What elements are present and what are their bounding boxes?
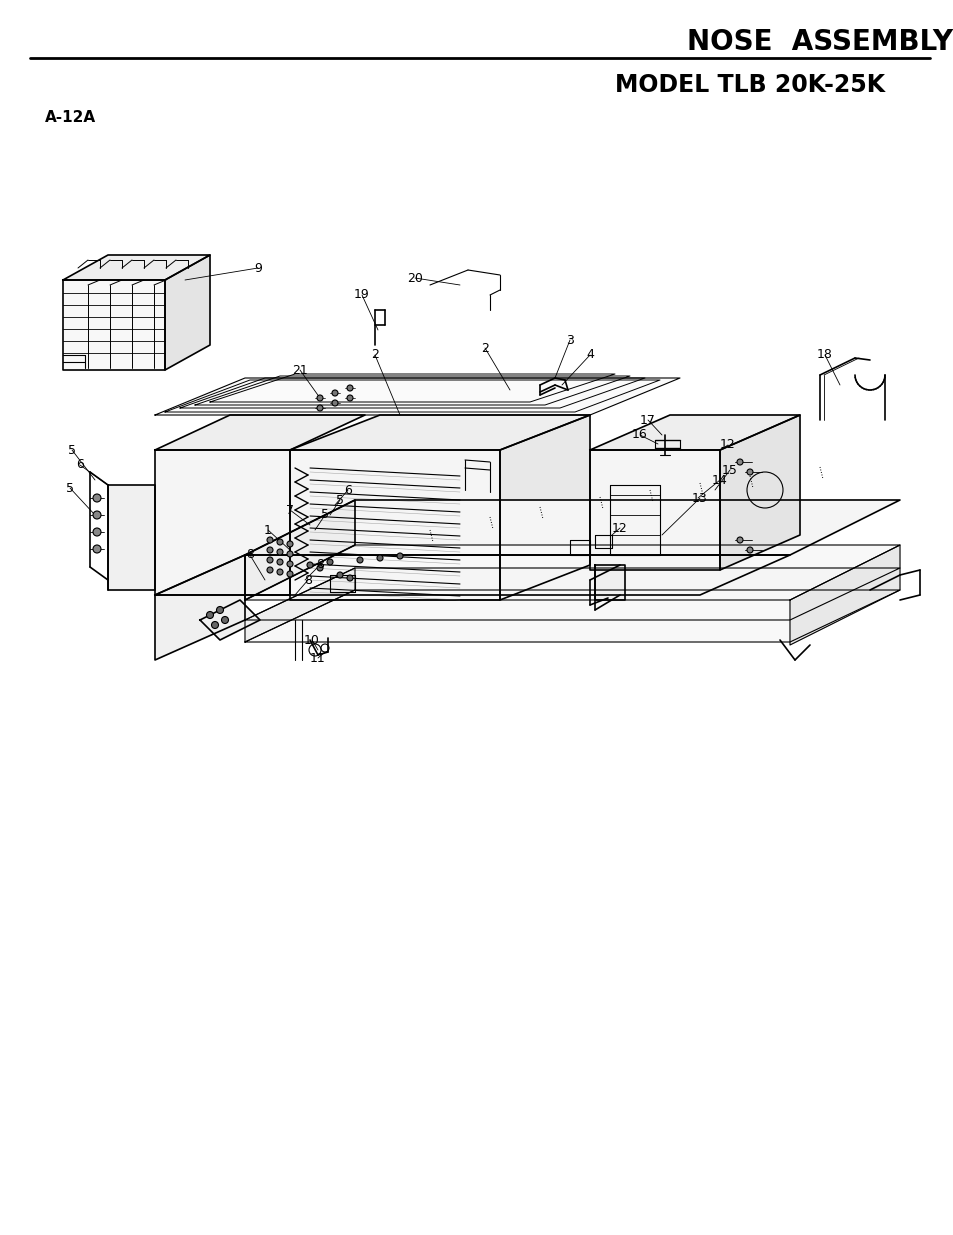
Polygon shape [245, 545, 899, 600]
Polygon shape [290, 415, 589, 450]
Circle shape [332, 400, 337, 406]
Polygon shape [108, 485, 154, 590]
Polygon shape [154, 555, 789, 595]
Polygon shape [245, 568, 355, 642]
Polygon shape [165, 254, 210, 370]
Polygon shape [245, 590, 899, 642]
Polygon shape [720, 415, 800, 571]
Text: 2: 2 [480, 342, 489, 354]
Circle shape [376, 555, 382, 561]
Text: 8: 8 [246, 548, 253, 562]
Circle shape [347, 395, 353, 401]
Circle shape [356, 557, 363, 563]
Text: 21: 21 [292, 363, 308, 377]
Text: 8: 8 [315, 558, 324, 572]
Text: 9: 9 [253, 262, 262, 274]
Text: 8: 8 [304, 573, 312, 587]
Circle shape [276, 550, 283, 555]
Text: 13: 13 [691, 492, 707, 505]
Text: 6: 6 [344, 483, 352, 496]
Circle shape [737, 459, 742, 466]
Text: 15: 15 [721, 463, 738, 477]
Text: 11: 11 [310, 652, 326, 664]
Text: 5: 5 [335, 494, 344, 506]
Circle shape [287, 541, 293, 547]
Polygon shape [245, 568, 899, 620]
Polygon shape [789, 545, 899, 645]
Polygon shape [154, 450, 290, 595]
Polygon shape [290, 450, 499, 600]
Text: 12: 12 [612, 521, 627, 535]
Polygon shape [63, 254, 210, 280]
Circle shape [307, 562, 313, 568]
Text: 18: 18 [816, 348, 832, 362]
Text: 6: 6 [76, 458, 84, 472]
Circle shape [276, 559, 283, 564]
Circle shape [316, 564, 323, 571]
Text: 16: 16 [632, 429, 647, 441]
Polygon shape [499, 415, 589, 600]
Circle shape [287, 561, 293, 567]
Polygon shape [245, 500, 355, 600]
Circle shape [347, 576, 353, 580]
Circle shape [347, 385, 353, 391]
Circle shape [92, 511, 101, 519]
Circle shape [92, 529, 101, 536]
Text: 2: 2 [371, 348, 378, 362]
Polygon shape [589, 415, 800, 450]
Polygon shape [595, 564, 624, 600]
Text: 20: 20 [407, 272, 422, 284]
Polygon shape [154, 378, 679, 415]
Circle shape [276, 569, 283, 576]
Circle shape [316, 395, 323, 401]
Polygon shape [589, 450, 720, 571]
Circle shape [216, 606, 223, 614]
Polygon shape [154, 415, 365, 450]
Text: 12: 12 [720, 438, 735, 452]
Circle shape [287, 571, 293, 577]
Text: MODEL TLB 20K-25K: MODEL TLB 20K-25K [615, 73, 884, 98]
Text: 10: 10 [304, 634, 319, 646]
Text: 19: 19 [354, 289, 370, 301]
Text: NOSE  ASSEMBLY: NOSE ASSEMBLY [686, 28, 952, 56]
Text: A-12A: A-12A [45, 110, 96, 126]
Text: 17: 17 [639, 414, 656, 426]
Text: 7: 7 [286, 504, 294, 516]
Circle shape [396, 553, 402, 559]
Text: 4: 4 [585, 348, 594, 362]
Circle shape [92, 494, 101, 501]
Text: 1: 1 [264, 524, 272, 536]
Polygon shape [200, 600, 260, 640]
Circle shape [212, 621, 218, 629]
Circle shape [316, 405, 323, 411]
Circle shape [221, 616, 229, 624]
Circle shape [267, 557, 273, 563]
Circle shape [267, 567, 273, 573]
Circle shape [287, 551, 293, 557]
Circle shape [327, 559, 333, 564]
Text: 5: 5 [66, 482, 74, 494]
Polygon shape [245, 500, 899, 555]
Polygon shape [63, 280, 165, 370]
Circle shape [267, 547, 273, 553]
Circle shape [336, 572, 343, 578]
Circle shape [332, 390, 337, 396]
Circle shape [746, 469, 752, 475]
Circle shape [276, 538, 283, 545]
Polygon shape [154, 555, 245, 659]
Text: 5: 5 [320, 509, 329, 521]
Text: 3: 3 [565, 333, 574, 347]
Circle shape [746, 547, 752, 553]
Circle shape [206, 611, 213, 619]
Circle shape [267, 537, 273, 543]
Circle shape [737, 537, 742, 543]
Text: 5: 5 [68, 443, 76, 457]
Text: 14: 14 [711, 473, 727, 487]
Circle shape [92, 545, 101, 553]
